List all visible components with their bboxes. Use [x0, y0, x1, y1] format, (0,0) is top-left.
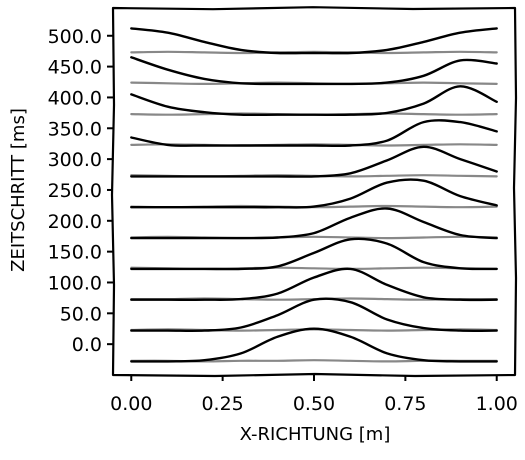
axes-layer — [110, 6, 518, 378]
y-tick-label: 250.0 — [48, 180, 102, 202]
pulse-line-t350 — [130, 119, 498, 148]
pulse-line-t500 — [130, 27, 498, 55]
x-tick-label: 0.75 — [384, 393, 426, 415]
pulse-line-t450 — [130, 56, 498, 86]
pulse-line-t400 — [130, 85, 498, 117]
y-tick-label: 150.0 — [48, 242, 102, 264]
y-tick-label: 500.0 — [48, 26, 102, 48]
x-tick-label: 0.50 — [293, 393, 335, 415]
pulse-line-t50 — [130, 297, 498, 333]
series-layer — [130, 27, 498, 363]
plot-frame — [110, 6, 518, 378]
y-tick-label: 100.0 — [48, 272, 102, 294]
pulse-line-t300 — [130, 145, 498, 178]
pulse-line-t150 — [130, 237, 498, 271]
y-tick-label: 200.0 — [48, 211, 102, 233]
pulse-line-t250 — [130, 178, 498, 209]
x-tick-label: 1.00 — [476, 393, 518, 415]
y-tick-label: 50.0 — [60, 303, 102, 325]
ticks-layer: 0.00 0.25 0.50 0.75 1.00 0.0 50.0 100.0 150.0 200… — [48, 26, 518, 415]
x-axis-title: X-RICHTUNG [m] — [240, 424, 391, 445]
x-tick-label: 0.25 — [201, 393, 243, 415]
pulse-line-t0 — [130, 327, 498, 363]
y-tick-label: 0.0 — [72, 334, 102, 356]
y-axis-title: ZEITSCHRITT [ms] — [8, 108, 29, 272]
y-tick-label: 300.0 — [48, 149, 102, 171]
y-tick-label: 400.0 — [48, 87, 102, 109]
pulse-line-t100 — [130, 267, 498, 302]
x-tick-label: 0.00 — [110, 393, 152, 415]
y-tick-label: 450.0 — [48, 57, 102, 79]
y-tick-label: 350.0 — [48, 118, 102, 140]
pulse-line-t200 — [130, 207, 498, 240]
